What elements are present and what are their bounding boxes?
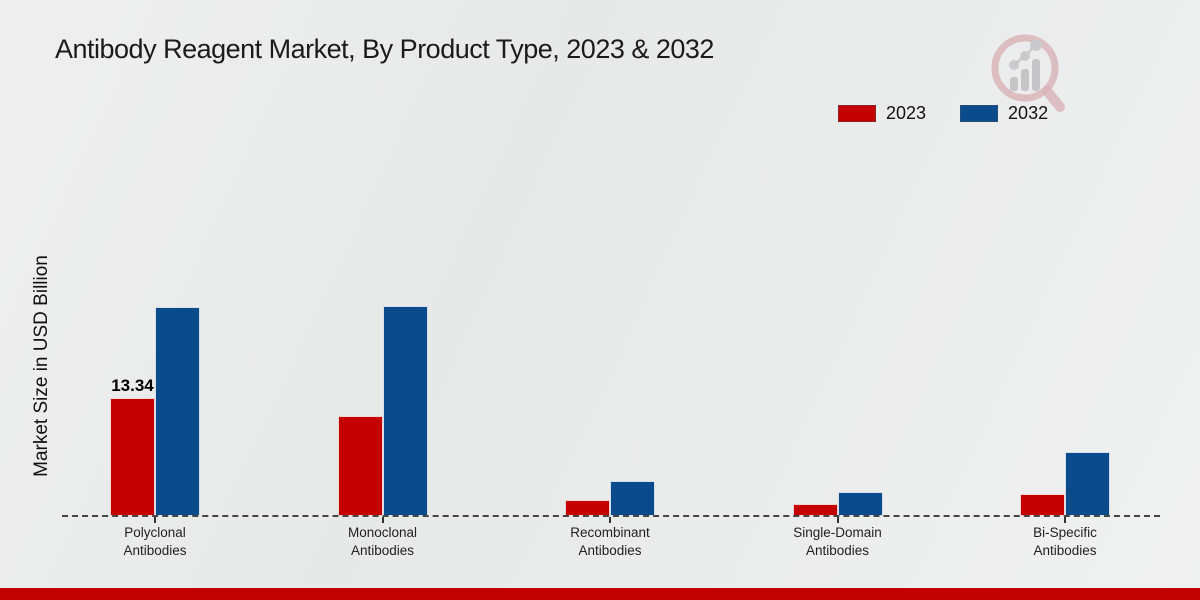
chart-title: Antibody Reagent Market, By Product Type… <box>55 34 714 64</box>
category-label: Polyclonal Antibodies <box>123 525 187 558</box>
bar-2032-bi-specific <box>1065 452 1110 516</box>
legend: 2023 2032 <box>838 103 1048 124</box>
category-label: Recombinant Antibodies <box>570 525 650 558</box>
category-label: Bi-Specific Antibodies <box>1033 525 1097 558</box>
x-axis-tick <box>609 517 611 523</box>
category-label: Monoclonal Antibodies <box>347 525 418 558</box>
bar-2023-polyclonal <box>110 398 155 516</box>
bar-2023-monoclonal <box>337 416 383 516</box>
bar-value-label: 13.34 <box>111 376 154 395</box>
legend-swatch-icon <box>960 105 999 122</box>
bar-2023-recombinant <box>565 500 610 516</box>
category-label: Single-Domain Antibodies <box>793 525 882 558</box>
magnifier-bar-chart-logo-icon <box>991 34 1065 112</box>
x-axis-tick <box>1064 517 1066 523</box>
x-axis-tick <box>381 517 384 523</box>
baseline-dashed-line <box>62 515 1160 517</box>
bar-2032-single-domain <box>837 492 883 516</box>
legend-item-2023: 2023 <box>838 103 926 124</box>
legend-swatch-icon <box>838 105 876 122</box>
x-axis-tick <box>154 517 156 523</box>
legend-label: 2023 <box>886 103 927 123</box>
bar-2032-recombinant <box>610 481 655 516</box>
footer-accent-bar <box>0 588 1200 600</box>
y-axis-label: Market Size in USD Billion <box>31 255 52 477</box>
bar-2032-monoclonal <box>382 306 428 516</box>
bar-2032-polyclonal <box>155 307 200 516</box>
bar-2023-bi-specific <box>1020 494 1065 516</box>
legend-item-2032: 2032 <box>960 103 1048 124</box>
x-axis-tick <box>836 517 839 523</box>
legend-label: 2032 <box>1008 103 1049 123</box>
